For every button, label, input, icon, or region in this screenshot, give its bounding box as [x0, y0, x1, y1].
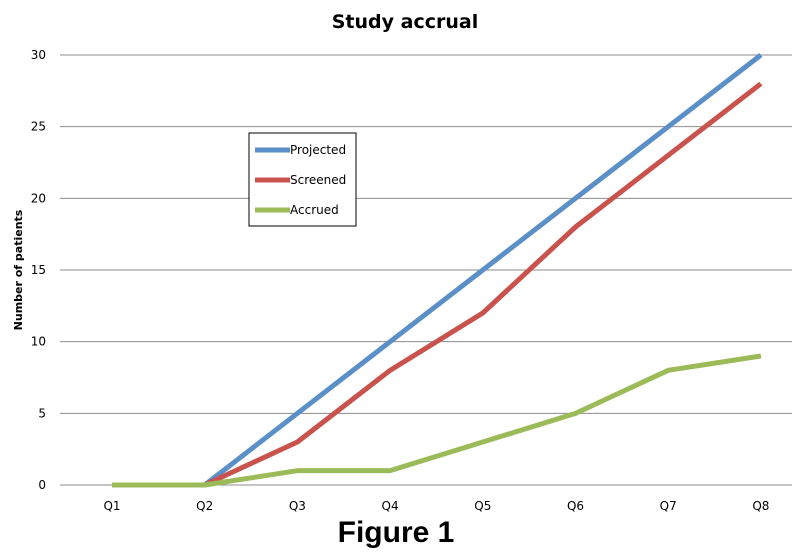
x-tick-label: Q7: [660, 499, 677, 513]
x-tick-label: Q1: [103, 499, 120, 513]
legend-label: Accrued: [290, 203, 339, 217]
y-tick-label: 25: [31, 120, 46, 134]
gridlines: [60, 54, 792, 414]
x-tick-label: Q8: [752, 499, 769, 513]
chart-title: Study accrual: [332, 11, 478, 33]
x-tick-label: Q4: [382, 499, 399, 513]
legend: Projected Screened Accrued: [248, 132, 357, 227]
y-tick-label: 15: [31, 263, 46, 277]
y-axis-label: Number of patients: [12, 209, 25, 330]
figure-caption: Figure 1: [337, 516, 455, 549]
series-line-projected: [112, 53, 763, 488]
x-tick-label: Q3: [289, 499, 306, 513]
y-tick-label: 20: [31, 191, 46, 205]
y-tick-label: 5: [38, 406, 46, 420]
x-tick-label: Q2: [196, 499, 213, 513]
y-axis-ticks: 0 5 10 15 20 25 30: [31, 48, 46, 492]
legend-label: Screened: [290, 173, 346, 187]
y-tick-label: 10: [31, 335, 46, 349]
series-line-screened: [112, 81, 763, 488]
legend-label: Projected: [290, 143, 346, 157]
chart: Study accrual Number of patients 0 5 10 15 2…: [12, 11, 792, 513]
y-tick-label: 30: [31, 48, 46, 62]
series-line-accrued: [112, 353, 762, 488]
y-tick-label: 0: [38, 478, 46, 492]
series-lines: [112, 53, 763, 488]
x-axis-ticks: Q1 Q2 Q3 Q4 Q5 Q6 Q7 Q8: [103, 499, 769, 513]
x-tick-label: Q5: [474, 499, 491, 513]
x-tick-label: Q6: [567, 499, 584, 513]
